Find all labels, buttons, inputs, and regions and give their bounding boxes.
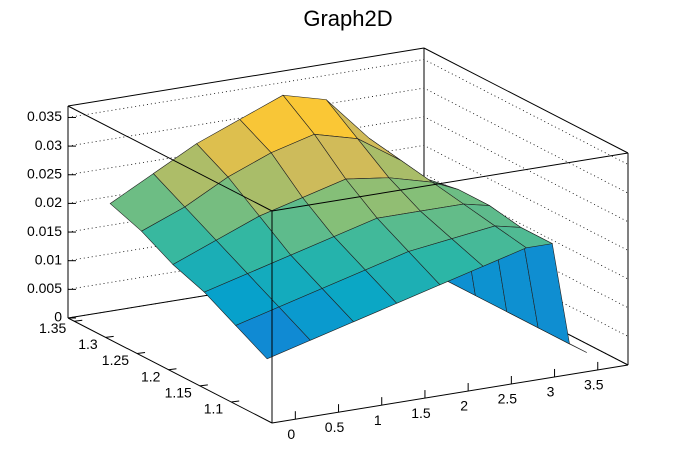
x-tick-label: 3.5 <box>584 377 604 393</box>
y-tick-label: 1.25 <box>102 352 129 368</box>
y-tick <box>105 335 114 338</box>
y-tick <box>74 319 83 322</box>
grid-line <box>67 59 629 165</box>
y-tick <box>199 384 208 387</box>
z-tick-label: 0.005 <box>27 280 62 296</box>
x-tick-label: 0 <box>287 426 295 442</box>
grid-line <box>67 87 629 194</box>
z-tick-label: 0.035 <box>27 108 62 124</box>
box-edge <box>271 152 629 212</box>
y-tick <box>168 368 177 371</box>
y-tick-label: 1.3 <box>78 336 98 352</box>
box-edge <box>67 105 273 212</box>
y-axis <box>67 317 273 424</box>
y-tick <box>231 400 240 403</box>
z-tick-label: 0.03 <box>35 137 62 153</box>
chart-title: Graph2D <box>303 6 392 31</box>
y-tick-label: 1.1 <box>204 401 224 417</box>
x-axis <box>271 364 629 424</box>
x-tick-label: 2 <box>460 398 468 414</box>
box-edge <box>423 47 629 154</box>
x-tick-label: 1.5 <box>411 405 431 421</box>
box-edge <box>67 47 425 107</box>
y-tick-label: 1.2 <box>141 368 161 384</box>
surface-cell <box>235 306 311 360</box>
x-tick-label: 3 <box>547 384 555 400</box>
z-tick-label: 0.01 <box>35 251 62 267</box>
x-tick-label: 0.5 <box>325 419 345 435</box>
z-tick-label: 0.015 <box>27 223 62 239</box>
z-tick-label: 0.02 <box>35 194 62 210</box>
z-tick-label: 0.025 <box>27 165 62 181</box>
y-tick-label: 1.35 <box>39 320 66 336</box>
x-tick-label: 1 <box>374 412 382 428</box>
y-tick <box>136 352 146 355</box>
y-tick-label: 1.15 <box>165 385 192 401</box>
z-tick-label: 0 <box>54 309 62 325</box>
x-tick-label: 2.5 <box>498 391 518 407</box>
